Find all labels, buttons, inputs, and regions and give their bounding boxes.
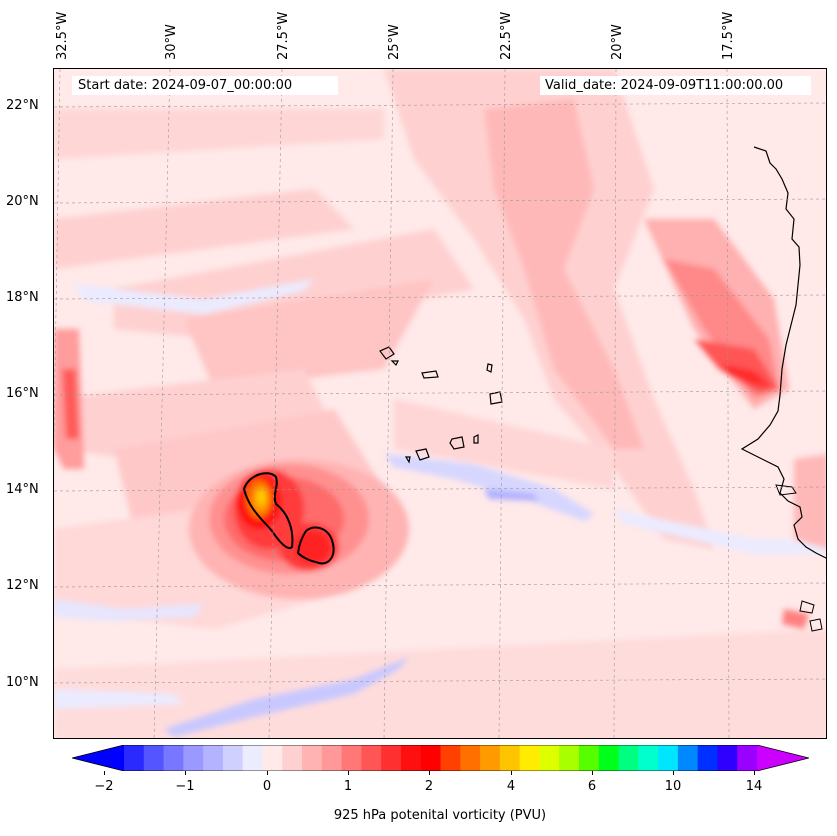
colorbar-segment	[183, 745, 204, 771]
colorbar-segment	[499, 745, 521, 771]
colorbar-segment	[143, 745, 165, 771]
colorbar-tickmark	[267, 771, 268, 775]
pv-contour-west	[242, 472, 294, 549]
colorbar-label: 925 hPa potenital vorticity (PVU)	[333, 808, 547, 823]
longitude-label-20w: 20°W	[610, 24, 625, 60]
map-field-svg	[54, 69, 826, 738]
latitude-label-16n: 16°N	[6, 386, 39, 401]
colorbar-segment	[124, 745, 145, 771]
colorbar-segment	[539, 745, 560, 771]
colorbar-segment	[618, 745, 639, 771]
colorbar-tick-label: 1	[343, 779, 353, 794]
vorticity-maximum	[189, 459, 409, 599]
latitude-label-20n: 20°N	[6, 194, 39, 209]
colorbar-segment	[381, 745, 402, 771]
colorbar-tick-label: 0	[262, 779, 272, 794]
bijagos-islands	[799, 600, 823, 632]
latitude-label-14n: 14°N	[6, 482, 39, 497]
colorbar-tickmark	[429, 771, 430, 775]
colorbar-segment	[638, 745, 659, 771]
colorbar	[71, 744, 810, 772]
colorbar-segment	[519, 745, 540, 771]
colorbar-segment	[737, 745, 758, 771]
colorbar-segment	[361, 745, 382, 771]
latitude-label-18n: 18°N	[6, 290, 39, 305]
longitude-label-30w: 30°W	[164, 24, 179, 60]
colorbar-segment	[578, 745, 600, 771]
colorbar-segment	[440, 745, 461, 771]
colorbar-tickmark	[511, 771, 512, 775]
potential-vorticity-map	[53, 68, 827, 739]
colorbar-segment	[282, 745, 303, 771]
gambia-inlet	[775, 484, 797, 496]
colorbar-segment	[598, 745, 620, 771]
colorbar-segment	[559, 745, 580, 771]
colorbar-segment	[400, 745, 422, 771]
cape-verde-islands	[379, 346, 503, 464]
colorbar-tick-label: 2	[424, 779, 434, 794]
longitude-label-17-5w: 17.5°W	[721, 11, 736, 60]
colorbar-segment	[242, 745, 263, 771]
colorbar-segment	[697, 745, 718, 771]
colorbar-tick-label: 4	[506, 779, 516, 794]
colorbar-tickmark	[104, 771, 105, 775]
west-africa-coastline	[740, 146, 826, 559]
longitude-label-22-5w: 22.5°W	[499, 11, 514, 60]
longitude-label-27-5w: 27.5°W	[276, 11, 291, 60]
latitude-label-12n: 12°N	[6, 578, 39, 593]
pv-contour-east	[296, 526, 335, 565]
colorbar-segment	[717, 745, 738, 771]
colorbar-tick-label: 14	[745, 779, 763, 794]
colorbar-tickmark	[185, 771, 186, 775]
longitude-label-25w: 25°W	[387, 24, 402, 60]
colorbar-segment	[420, 745, 441, 771]
colorbar-segment	[480, 745, 501, 771]
colorbar-segment	[341, 745, 362, 771]
colorbar-extension-high	[757, 745, 809, 771]
valid-date-label: Valid_date: 2024-09-09T11:00:00.00	[540, 76, 811, 95]
graticule	[54, 69, 826, 738]
colorbar-tickmark	[673, 771, 674, 775]
colorbar-segment	[262, 745, 283, 771]
colorbar-segment	[302, 745, 323, 771]
colorbar-tickmark	[592, 771, 593, 775]
negative-pv-streaks	[54, 279, 826, 737]
colorbar-segment	[677, 745, 699, 771]
colorbar-tick-label: 6	[587, 779, 597, 794]
colorbar-svg	[71, 744, 810, 772]
colorbar-tick-label: −1	[175, 779, 195, 794]
colorbar-segment	[460, 745, 481, 771]
latitude-label-22n: 22°N	[6, 98, 39, 113]
colorbar-segment	[203, 745, 224, 771]
colorbar-segment	[163, 745, 184, 771]
coastal-pv-streak	[54, 219, 826, 629]
colorbar-segment	[321, 745, 343, 771]
latitude-label-10n: 10°N	[6, 675, 39, 690]
colorbar-extension-low	[72, 745, 124, 771]
colorbar-tickmark	[348, 771, 349, 775]
colorbar-tick-label: 10	[664, 779, 682, 794]
start-date-label: Start date: 2024-09-07_00:00:00	[72, 76, 338, 95]
colorbar-segment	[222, 745, 244, 771]
colorbar-tick-label: −2	[94, 779, 114, 794]
longitude-label-32-5w: 32.5°W	[55, 11, 70, 60]
colorbar-tickmark	[754, 771, 755, 775]
colorbar-segment	[658, 745, 679, 771]
